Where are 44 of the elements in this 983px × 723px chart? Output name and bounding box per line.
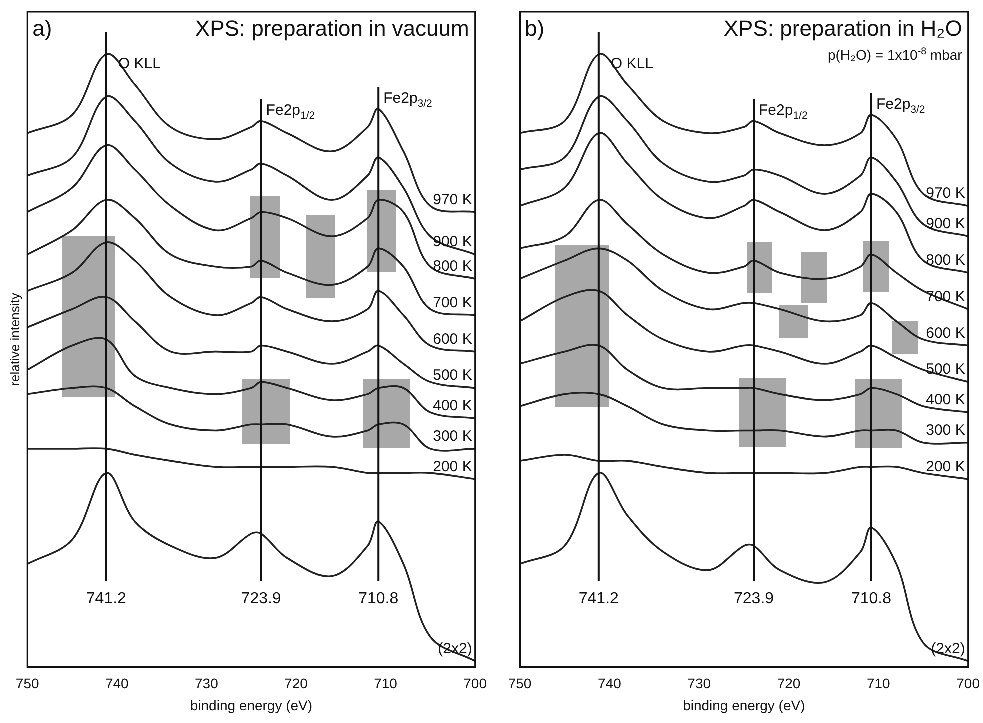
ref-line-label: 723.9: [241, 590, 282, 608]
series-label: 200 K: [433, 458, 472, 476]
series-label: 500 K: [926, 361, 966, 378]
x-axis-title: binding energy (eV): [683, 697, 806, 714]
y-axis-title: relative intensity: [7, 292, 22, 386]
ref-line-label: 723.9: [734, 590, 774, 608]
x-tick-label: 700: [464, 676, 488, 692]
series-label: 970 K: [433, 191, 472, 208]
series-label: 300 K: [926, 422, 966, 439]
annotation: O KLL: [118, 55, 161, 72]
ref-line-label: 741.2: [86, 590, 127, 608]
series-label: 970 K: [926, 185, 966, 202]
series-label: 800 K: [926, 252, 966, 269]
x-tick-label: 700: [956, 676, 980, 692]
series-label: 500 K: [433, 367, 472, 384]
series-label: 200 K: [926, 458, 966, 476]
x-tick-label: 740: [105, 676, 130, 692]
ref-line-label: 710.8: [358, 590, 399, 608]
series-label: 800 K: [433, 258, 472, 276]
series-label: 300 K: [433, 428, 472, 445]
ref-line-label: 741.2: [578, 590, 620, 608]
ref-line-label: 710.8: [851, 590, 892, 608]
x-tick-label: 720: [777, 676, 801, 692]
series-label: (2x2): [931, 640, 966, 658]
annotation: O KLL: [610, 55, 654, 72]
series-label: 900 K: [926, 216, 966, 233]
chart-title: XPS: preparation in vacuum: [195, 16, 470, 41]
x-tick-label: 730: [688, 676, 712, 692]
x-tick-label: 720: [284, 676, 308, 692]
x-axis-title: binding energy (eV): [190, 697, 313, 714]
series-label: 400 K: [926, 392, 966, 409]
x-tick-label: 730: [195, 676, 219, 692]
x-tick-label: 750: [16, 676, 40, 692]
text: b): [525, 16, 545, 41]
series-label: 400 K: [433, 398, 472, 415]
series-label: 600 K: [433, 330, 472, 348]
series-label: 600 K: [926, 324, 966, 342]
x-tick-label: 710: [866, 676, 891, 692]
x-tick-label: 710: [374, 676, 398, 692]
x-tick-label: 740: [598, 676, 622, 692]
text: a): [32, 16, 52, 41]
series-label: 700 K: [433, 294, 472, 312]
x-tick-label: 750: [508, 676, 532, 692]
chart-title: XPS: preparation in H₂O: [724, 16, 962, 41]
